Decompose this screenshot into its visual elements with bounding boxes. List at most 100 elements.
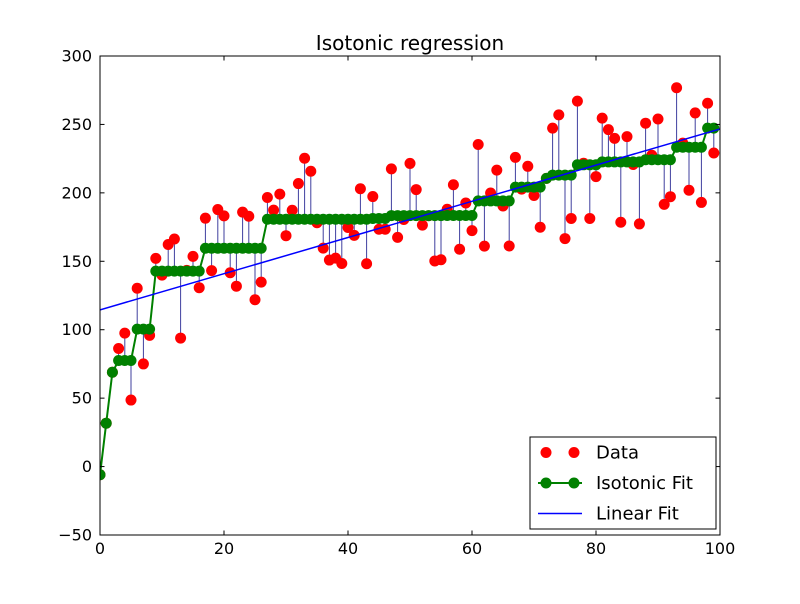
data-point xyxy=(274,188,286,200)
x-tick-label: 0 xyxy=(95,539,105,558)
legend-label: Isotonic Fit xyxy=(596,473,693,494)
data-point xyxy=(534,221,546,233)
data-point xyxy=(708,147,720,159)
data-point xyxy=(547,122,559,134)
data-point xyxy=(175,332,187,344)
data-point xyxy=(305,165,317,177)
data-point xyxy=(193,282,205,294)
data-point xyxy=(410,184,422,196)
data-point xyxy=(596,112,608,124)
isotonic-point xyxy=(193,265,205,277)
data-point xyxy=(385,163,397,175)
data-point xyxy=(435,254,447,266)
data-point xyxy=(702,97,714,109)
data-point xyxy=(199,212,211,224)
data-point xyxy=(125,394,137,406)
legend-label: Data xyxy=(596,443,639,464)
data-point xyxy=(336,257,348,269)
x-tick-label: 20 xyxy=(214,539,234,558)
data-point xyxy=(280,230,292,242)
legend-label: Linear Fit xyxy=(596,504,679,525)
data-point xyxy=(361,258,373,270)
data-point xyxy=(243,210,255,222)
isotonic-point xyxy=(664,154,676,166)
stems-group xyxy=(118,87,715,401)
data-point xyxy=(621,131,633,143)
data-point xyxy=(671,82,683,94)
y-tick-label: 50 xyxy=(72,389,92,408)
data-point xyxy=(187,250,199,262)
data-point xyxy=(119,327,131,339)
isotonic-point xyxy=(534,181,546,193)
isotonic-point xyxy=(466,209,478,221)
data-point xyxy=(230,280,242,292)
data-point xyxy=(602,124,614,136)
legend: Data Isotonic Fit Linear Fit xyxy=(529,436,717,530)
data-point xyxy=(553,109,565,121)
data-point xyxy=(447,179,459,191)
data-point xyxy=(255,276,267,288)
data-point xyxy=(113,342,125,354)
isotonic-point xyxy=(144,323,156,335)
axes-frame xyxy=(99,55,721,536)
data-point xyxy=(261,192,273,204)
y-tick-label: 0 xyxy=(82,457,92,476)
data-point xyxy=(404,157,416,169)
data-point xyxy=(354,183,366,195)
linear-fit-line xyxy=(100,128,720,311)
data-point xyxy=(565,212,577,224)
data-point xyxy=(286,204,298,216)
isotonic-point xyxy=(695,141,707,153)
data-point xyxy=(299,152,311,164)
data-point xyxy=(466,225,478,237)
data-point xyxy=(342,221,354,233)
data-point xyxy=(392,231,404,243)
data-point xyxy=(268,204,280,216)
data-point xyxy=(652,113,664,125)
data-point xyxy=(292,178,304,190)
data-point xyxy=(454,243,466,255)
x-tick-label: 100 xyxy=(705,539,736,558)
data-point xyxy=(367,191,379,203)
isotonic-point xyxy=(100,469,106,481)
data-point xyxy=(633,218,645,230)
data-point xyxy=(658,198,670,210)
data-point xyxy=(416,219,428,231)
data-point xyxy=(584,212,596,224)
legend-marker-isotonic xyxy=(568,477,580,489)
isotonic-fit-group xyxy=(100,122,720,481)
x-tick-label: 80 xyxy=(586,539,606,558)
chart-title: Isotonic regression xyxy=(316,31,504,55)
data-point xyxy=(249,294,261,306)
y-tick-label: 150 xyxy=(61,252,92,271)
y-tick-label: 200 xyxy=(61,183,92,202)
data-point xyxy=(695,196,707,208)
data-point xyxy=(509,151,521,163)
data-point xyxy=(571,95,583,107)
isotonic-point xyxy=(125,355,137,367)
data-point xyxy=(131,282,143,294)
data-point xyxy=(218,210,230,222)
y-tick-label: −50 xyxy=(58,526,92,545)
data-point xyxy=(137,358,149,370)
data-point xyxy=(150,252,162,264)
data-point xyxy=(615,216,627,228)
data-point xyxy=(224,267,236,279)
data-point xyxy=(168,233,180,245)
data-point xyxy=(640,117,652,129)
data-point xyxy=(206,265,218,277)
legend-marker-data xyxy=(540,447,552,458)
data-point xyxy=(472,139,484,151)
data-point xyxy=(609,132,621,144)
isotonic-point xyxy=(106,366,118,378)
data-point xyxy=(503,240,515,252)
data-point xyxy=(528,189,540,201)
isotonic-point xyxy=(100,417,112,429)
y-tick-label: 100 xyxy=(61,320,92,339)
isotonic-point xyxy=(255,242,267,254)
data-point xyxy=(522,160,534,172)
legend-marker-data xyxy=(568,447,580,458)
x-tick-label: 60 xyxy=(462,539,482,558)
data-point xyxy=(491,164,503,176)
